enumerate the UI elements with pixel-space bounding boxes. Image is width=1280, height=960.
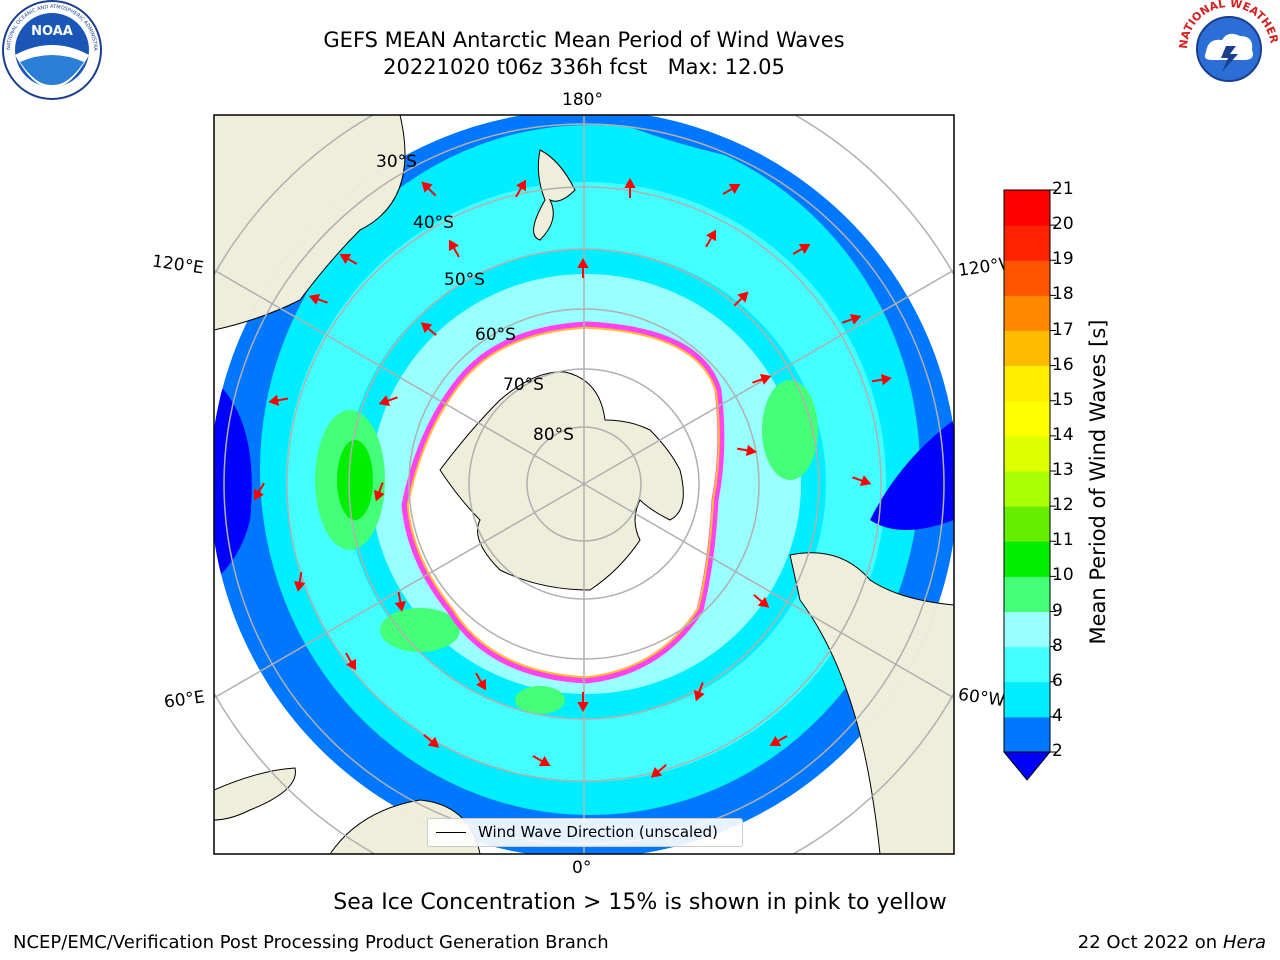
colorbar-bin — [1004, 295, 1050, 331]
noaa-logo-text: NOAA — [31, 24, 73, 39]
colorbar-tick-label: 19 — [1052, 249, 1074, 270]
colorbar-ticks: 2 4 6 8 9 10 11 12 13 14 15 16 17 18 19 20 21 — [1052, 0, 1112, 960]
colorbar-bin — [1004, 330, 1050, 367]
colorbar — [1002, 189, 1056, 781]
colorbar-tick-label: 20 — [1052, 214, 1074, 235]
colorbar-bin — [1004, 716, 1050, 753]
colorbar-bin — [1004, 506, 1050, 542]
nws-logo: NATIONAL WEATHER SERVICE — [1178, 0, 1280, 97]
lat-label-70s: 70°S — [503, 375, 544, 395]
colorbar-tick-label: 4 — [1052, 705, 1063, 726]
lon-label-0: 0° — [572, 858, 592, 878]
colorbar-tick-label: 8 — [1052, 635, 1063, 656]
colorbar-tick-label: 16 — [1052, 354, 1074, 375]
colorbar-bin — [1004, 576, 1050, 612]
colorbar-bin — [1004, 471, 1050, 507]
colorbar-bin — [1004, 260, 1050, 296]
wind-wave-arrows — [253, 177, 892, 778]
chart-title: GEFS MEAN Antarctic Mean Period of Wind … — [323, 28, 845, 52]
lat-label-40s: 40°S — [413, 213, 454, 233]
colorbar-tick-label: 13 — [1052, 460, 1074, 480]
colorbar-tick-label: 18 — [1052, 284, 1074, 305]
colorbar-tick-label: 21 — [1052, 179, 1074, 199]
lat-label-30s: 30°S — [376, 152, 417, 172]
colorbar-tick-label: 12 — [1052, 495, 1074, 516]
colorbar-tick-label: 17 — [1052, 319, 1074, 340]
colorbar-label: Mean Period of Wind Waves [s] — [1086, 319, 1110, 645]
lat-label-80s: 80°S — [533, 425, 574, 445]
colorbar-bin — [1004, 541, 1050, 577]
colorbar-bin — [1004, 611, 1050, 648]
legend-label: Wind Wave Direction (unscaled) — [478, 823, 718, 841]
land-madagascar — [214, 767, 296, 821]
lat-label-50s: 50°S — [444, 270, 485, 290]
footer-left: NCEP/EMC/Verification Post Processing Pr… — [13, 932, 609, 953]
colorbar-tick-label: 6 — [1052, 670, 1063, 691]
map-legend: Wind Wave Direction (unscaled) — [427, 818, 743, 847]
colorbar-bin — [1004, 435, 1050, 472]
footer-host: Hera — [1222, 932, 1266, 953]
colorbar-tick-label: 10 — [1052, 565, 1074, 586]
colorbar-tick-label: 11 — [1052, 530, 1074, 551]
colorbar-bin — [1004, 190, 1050, 226]
colorbar-tick-label: 15 — [1052, 389, 1074, 410]
colorbar-bin — [1004, 646, 1050, 683]
colorbar-bin — [1004, 225, 1050, 261]
colorbar-bin — [1004, 365, 1050, 402]
lon-label-180: 180° — [562, 90, 603, 110]
colorbar-bin — [1004, 400, 1050, 437]
footer-date: 22 Oct 2022 on — [1077, 932, 1223, 953]
noaa-logo: NOAA NATIONAL OCEANIC AND ATMOSPHERIC AD… — [0, 0, 102, 100]
caption: Sea Ice Concentration > 15% is shown in … — [333, 890, 947, 915]
colorbar-tick-label: 2 — [1052, 741, 1063, 761]
colorbar-tick-label: 9 — [1052, 600, 1063, 621]
colorbar-tick-label: 14 — [1052, 424, 1074, 445]
legend-line-sample — [436, 832, 466, 833]
colorbar-bin — [1004, 681, 1050, 718]
lat-label-60s: 60°S — [475, 325, 516, 345]
land-antarctica — [439, 371, 684, 591]
colorbar-extend-triangle — [1002, 751, 1052, 781]
chart-subtitle: 20221020 t06z 336h fcst Max: 12.05 — [383, 55, 785, 79]
footer-right: 22 Oct 2022 on Hera — [1078, 932, 1266, 953]
